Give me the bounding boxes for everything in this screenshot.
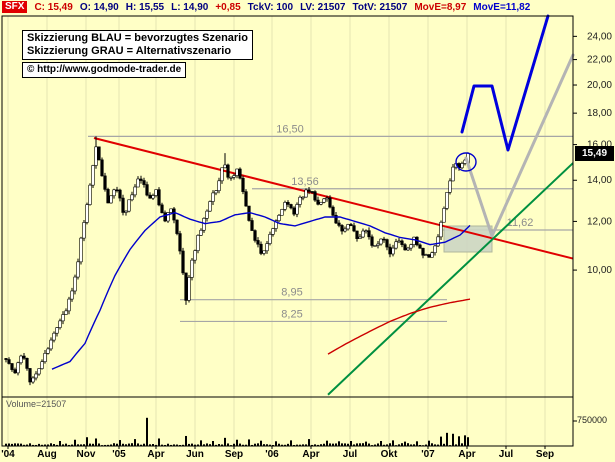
header-segment: MovE=8,97: [414, 1, 467, 13]
preferred-scenario-blue: [460, 14, 550, 152]
y-axis-label: 10,00: [587, 265, 612, 276]
alternative-scenario-gray: [464, 53, 575, 238]
copyright-text: © http://www.godmode-trader.de: [27, 64, 182, 75]
x-axis-label: Jun: [186, 449, 204, 460]
scenario-legend: Skizzierung BLAU = bevorzugtes Szenario …: [22, 30, 253, 60]
level-label: 8,25: [281, 308, 302, 320]
header-segment: H: 15,55: [125, 1, 165, 13]
quote-header: SFX C: 15,49 O: 14,90 H: 15,55 L: 14,90 +0,8…: [0, 0, 615, 14]
volume-bars: [5, 417, 469, 447]
trendlines: [93, 137, 574, 396]
scenario-legend-line1: Skizzierung BLAU = bevorzugtes Szenario: [27, 32, 248, 44]
rising-support-trendline: [327, 162, 574, 396]
x-axis-label: Okt: [381, 449, 398, 460]
x-axis-label: Aug: [37, 449, 56, 460]
header-segment: TckV: 100: [247, 1, 294, 13]
x-axis-label: Apr: [302, 449, 319, 460]
x-axis-label: Apr: [458, 449, 475, 460]
y-axis-label: 20,00: [587, 80, 612, 91]
header-segment: TotV: 21507: [352, 1, 408, 13]
y-axis-label: 14,00: [587, 175, 612, 186]
x-axis-label: Jul: [499, 449, 514, 460]
header-segments: C: 15,49 O: 14,90 H: 15,55 L: 14,90 +0,85 Tck…: [34, 2, 530, 13]
header-segment: L: 14,90: [171, 1, 209, 13]
header-segment: O: 14,90: [79, 1, 119, 13]
x-axis-label: '06: [265, 449, 279, 460]
volume-label: Volume=21507: [6, 399, 67, 409]
header-segment: C: 15,49: [34, 1, 73, 13]
x-axis-label: Nov: [77, 449, 96, 460]
copyright-box: © http://www.godmode-trader.de: [22, 62, 187, 78]
scenario-legend-line2: Skizzierung GRAU = Alternativszenario: [27, 45, 232, 57]
volume-axis-label: 750000: [577, 415, 608, 425]
x-axis-label: Jul: [343, 449, 358, 460]
x-axis-label: '05: [112, 449, 126, 460]
y-axis-label: 16,00: [587, 140, 612, 151]
x-axis-label: Sep: [225, 449, 243, 460]
last-candle-marker: [455, 152, 477, 172]
symbol-badge: SFX: [2, 1, 28, 13]
last-price-tag: 15,49: [575, 146, 614, 161]
red-moving-average: [327, 298, 471, 355]
x-axis-label: Apr: [147, 449, 164, 460]
moving-averages: [51, 211, 471, 370]
y-axis-label: 24,00: [587, 31, 612, 42]
header-segment: LV: 21507: [300, 1, 346, 13]
candlesticks: [4, 136, 470, 386]
level-label: 8,95: [281, 287, 302, 299]
header-segment: MovE=11,82: [473, 1, 531, 13]
header-segment: +0,85: [215, 1, 241, 13]
level-label: 16,50: [276, 123, 304, 135]
y-axis-label: 22,00: [587, 55, 612, 66]
scenario-projections: [460, 14, 575, 238]
y-axis-label: 12,00: [587, 216, 612, 227]
axes: 24,00 22,00 20,00 18,00 16,00 14,00 12,00 10,00…: [1, 15, 612, 460]
x-axis-label: '07: [421, 449, 435, 460]
y-axis-label: 18,00: [587, 108, 612, 119]
blue-moving-average: [51, 211, 471, 370]
x-axis-label: '04: [1, 449, 15, 460]
level-label: 13,56: [291, 176, 319, 188]
falling-resistance-trendline: [93, 137, 574, 260]
x-axis-label: Sep: [536, 449, 554, 460]
